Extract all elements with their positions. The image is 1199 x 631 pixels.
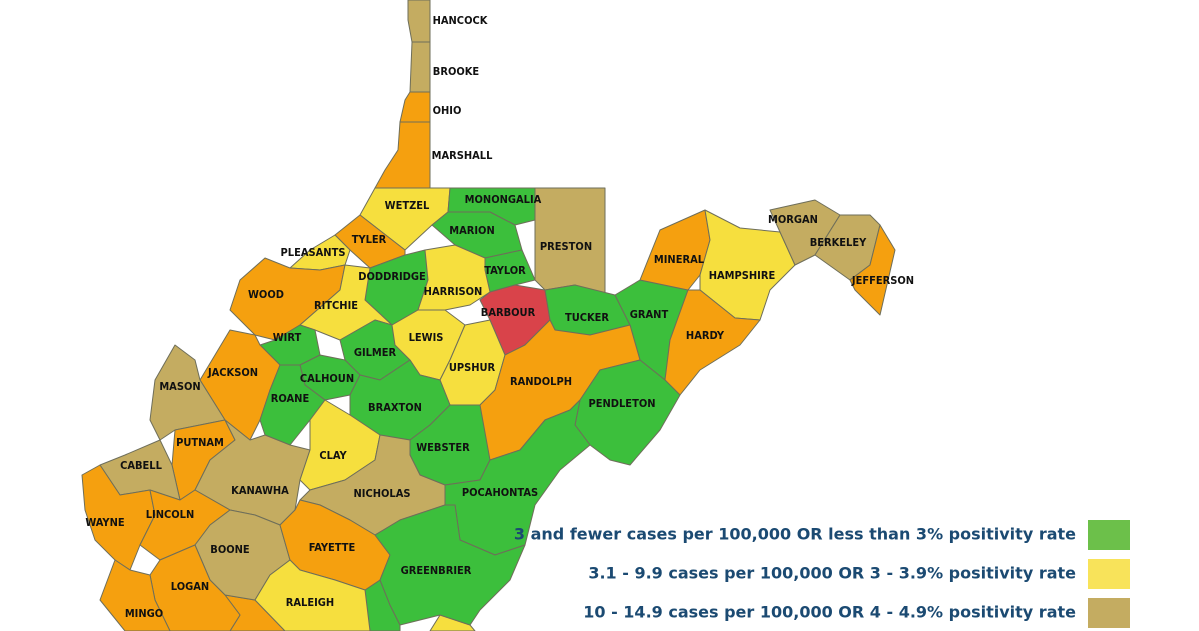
county-label: PENDLETON [588, 397, 655, 410]
county-label: MARSHALL [432, 149, 494, 162]
county-label: CALHOUN [300, 372, 354, 385]
county-label: HARDY [686, 329, 725, 342]
county-label: BARBOUR [481, 306, 536, 319]
county-label: MONONGALIA [465, 193, 542, 206]
county-label: KANAWHA [231, 484, 289, 497]
legend-label: 3.1 - 9.9 cases per 100,000 OR 3 - 3.9% … [588, 564, 1076, 583]
county-label: POCAHONTAS [462, 486, 538, 499]
county [374, 504, 526, 626]
county-label: CLAY [319, 449, 347, 462]
county-label: RANDOLPH [510, 375, 572, 388]
county-label: MARION [449, 224, 495, 237]
county-label: MORGAN [768, 213, 818, 226]
legend-label: 3 and fewer cases per 100,000 OR less th… [514, 525, 1076, 544]
county-label: PUTNAM [176, 436, 224, 449]
county-label: WEBSTER [416, 441, 470, 454]
county-label: BOONE [210, 543, 250, 556]
county-label: RALEIGH [286, 596, 334, 609]
legend-label: 10 - 14.9 cases per 100,000 OR 4 - 4.9% … [583, 603, 1076, 622]
county [99, 559, 171, 631]
legend: 3 and fewer cases per 100,000 OR less th… [514, 520, 1130, 628]
county-label: BRAXTON [368, 401, 422, 414]
county [409, 41, 431, 93]
county-label: ROANE [271, 392, 310, 405]
county [444, 399, 591, 556]
county [544, 284, 631, 336]
county [254, 559, 371, 631]
county-label: FAYETTE [309, 541, 356, 554]
county-label: DODDRIDGE [358, 270, 426, 283]
county-label: GRANT [630, 308, 669, 321]
counties [81, 0, 896, 631]
county-label: TUCKER [565, 311, 609, 324]
county [399, 91, 431, 123]
county-label: WIRT [273, 331, 302, 344]
county-label: HANCOCK [433, 14, 488, 27]
legend-swatch [1088, 520, 1130, 550]
county-label: LEWIS [409, 331, 444, 344]
county-label: PLEASANTS [281, 246, 346, 259]
county-fragments [224, 579, 476, 631]
county-label: BROOKE [433, 65, 480, 78]
county-label: HAMPSHIRE [709, 269, 776, 282]
county-label: MINGO [125, 607, 163, 620]
county-label: PRESTON [540, 240, 592, 253]
county [664, 289, 761, 396]
legend-swatch [1088, 598, 1130, 628]
county [407, 0, 431, 43]
county-label: BERKELEY [810, 236, 867, 249]
county [849, 224, 896, 316]
county-label: NICHOLAS [353, 487, 410, 500]
county-label: GILMER [354, 346, 397, 359]
county-label: UPSHUR [449, 361, 496, 374]
county-label: MASON [159, 380, 200, 393]
county-label: TYLER [352, 233, 387, 246]
county-label: OHIO [433, 104, 462, 117]
county-label: GREENBRIER [401, 564, 472, 577]
county-label: RITCHIE [314, 299, 358, 312]
county [259, 364, 326, 446]
county-label: WETZEL [385, 199, 430, 212]
county-label: WOOD [248, 288, 284, 301]
county-label: JEFFERSON [851, 274, 914, 287]
county [417, 244, 491, 311]
county-label: MINERAL [654, 253, 705, 266]
county-label: TAYLOR [484, 264, 526, 277]
county-label: JACKSON [207, 366, 258, 379]
county-label: HARRISON [424, 285, 483, 298]
county-label: WAYNE [85, 516, 124, 529]
county [374, 121, 431, 189]
county-label: LINCOLN [146, 508, 195, 521]
county-labels: HANCOCK BROOKE OHIO MARSHALL WETZEL MONONGALI… [85, 14, 914, 620]
county-label: LOGAN [171, 580, 209, 593]
legend-swatch [1088, 559, 1130, 589]
county-label: CABELL [120, 459, 163, 472]
